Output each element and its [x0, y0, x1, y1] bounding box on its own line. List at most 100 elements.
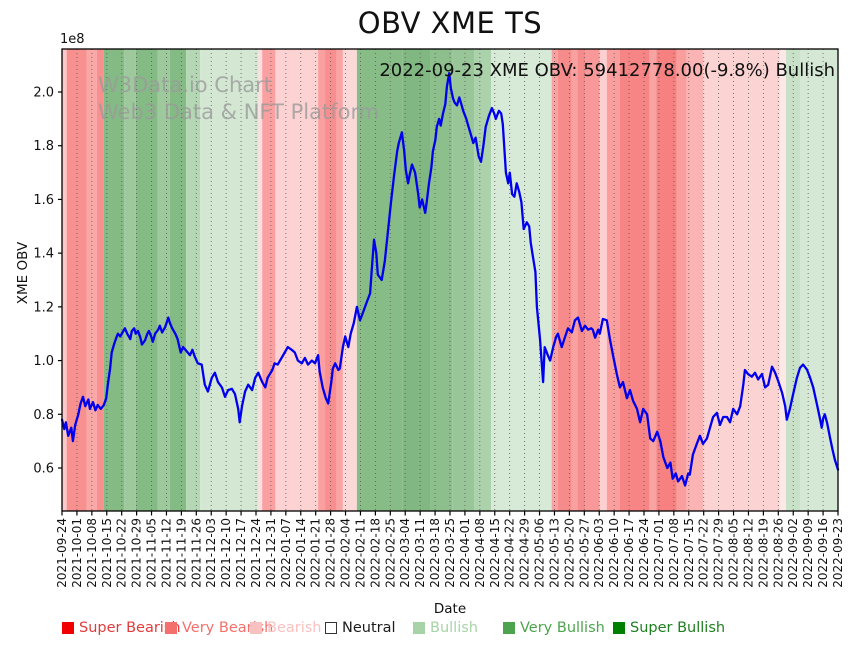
y-tick-label: 0.8: [33, 408, 54, 423]
x-tick-label: 2022-05-20: [562, 518, 576, 588]
obv-line-series: [60, 72, 840, 487]
x-tick-label: 2021-10-01: [70, 518, 84, 588]
y-tick-label: 1.2: [33, 300, 54, 315]
sentiment-band-very_bearish: [262, 49, 276, 511]
sentiment-band-super_bearish: [557, 49, 572, 511]
chart-title: OBV XME TS: [357, 6, 543, 40]
x-tick-label: 2022-07-29: [712, 518, 726, 588]
legend-item-label: Super Bullish: [630, 620, 726, 636]
y-tick-label: 0.6: [33, 462, 54, 477]
x-tick-label: 2022-03-25: [443, 518, 457, 588]
legend-item-label: Super Bearish: [79, 620, 181, 636]
sentiment-band-super_bearish: [619, 49, 650, 511]
x-tick-label: 2021-12-31: [264, 518, 278, 588]
sentiment-band-very_bearish: [585, 49, 600, 511]
x-tick-label: 2021-12-03: [204, 518, 218, 588]
x-tick-label: 2021-12-17: [234, 518, 248, 588]
x-tick-label: 2022-02-04: [339, 518, 353, 588]
sentiment-band-very_bearish: [96, 49, 104, 511]
x-tick-label: 2021-10-29: [130, 518, 144, 588]
legend-swatch-icon: [62, 622, 74, 634]
sentiment-band-very_bearish: [86, 49, 97, 511]
x-tick-label: 2021-10-22: [115, 518, 129, 588]
sentiment-band-bullish: [200, 49, 259, 511]
legend-swatch-icon: [165, 622, 177, 634]
sentiment-band-bullish: [799, 49, 838, 511]
x-tick-label: 2022-08-12: [741, 518, 755, 588]
watermark-line1: W3Data.io Chart: [98, 73, 272, 97]
x-tick-label: 2021-11-12: [159, 518, 173, 588]
x-tick-label: 2022-06-24: [637, 518, 651, 588]
annotation-text: 2022-09-23 XME OBV: 59412778.00(-9.8%) B…: [379, 60, 835, 81]
x-tick-label: 2022-04-29: [518, 518, 532, 588]
x-tick-label: 2022-07-01: [652, 518, 666, 588]
x-tick-label: 2022-07-15: [682, 518, 696, 588]
sentiment-band-very_bullish: [356, 49, 403, 511]
sentiment-band-bullish: [786, 49, 800, 511]
sentiment-band-very_bearish: [325, 49, 337, 511]
sentiment-band-bullish: [491, 49, 552, 511]
legend-item-bullish: Bullish: [413, 620, 478, 636]
x-tick-label: 2021-12-24: [249, 518, 263, 588]
legend-swatch-icon: [413, 622, 425, 634]
x-tick-label: 2022-03-18: [428, 518, 442, 588]
x-tick-label: 2022-06-10: [607, 518, 621, 588]
legend-item-super-bearish: Super Bearish: [62, 620, 181, 636]
legend: Super Bearish Very Bearish Bearish Neutral B…: [0, 620, 853, 642]
legend-swatch-icon: [503, 622, 515, 634]
sentiment-band-very_bullish: [157, 49, 170, 511]
legend-item-neutral: Neutral: [325, 620, 396, 636]
sentiment-band-very_bearish: [676, 49, 687, 511]
x-tick-label: 2022-06-17: [622, 518, 636, 588]
sentiment-band-very_bearish: [606, 49, 620, 511]
sentiment-band-bearish: [258, 49, 263, 511]
sentiment-band-very_bearish: [318, 49, 326, 511]
sentiment-band-very_bullish: [135, 49, 158, 511]
sentiment-band-bearish: [779, 49, 787, 511]
sentiment-band-very_bullish: [124, 49, 136, 511]
legend-item-very-bullish: Very Bullish: [503, 620, 605, 636]
legend-swatch-icon: [613, 622, 625, 634]
y-axis-offset-label: 1e8: [60, 32, 85, 47]
x-tick-label: 2022-08-26: [771, 518, 785, 588]
y-axis-ticks: 0.6 0.8 1.0 1.2 1.4 1.6 1.8 2.0: [33, 86, 62, 477]
sentiment-band-very_bearish: [571, 49, 578, 511]
x-tick-label: 2022-07-08: [667, 518, 681, 588]
x-tick-label: 2021-11-26: [189, 518, 203, 588]
legend-item-bearish: Bearish: [250, 620, 322, 636]
x-tick-label: 2022-04-01: [458, 518, 472, 588]
y-tick-label: 1.4: [33, 247, 54, 262]
x-tick-label: 2022-08-05: [727, 518, 741, 588]
x-tick-label: 2022-07-22: [697, 518, 711, 588]
x-tick-label: 2022-02-25: [383, 518, 397, 588]
x-tick-label: 2022-03-04: [398, 518, 412, 588]
x-tick-label: 2022-09-09: [801, 518, 815, 588]
sentiment-band-bearish: [342, 49, 357, 511]
x-tick-label: 2022-01-28: [324, 518, 338, 588]
x-tick-label: 2021-09-24: [55, 518, 69, 588]
sentiment-band-bullish: [474, 49, 492, 511]
y-tick-label: 1.0: [33, 354, 54, 369]
legend-item-super-bullish: Super Bullish: [613, 620, 725, 636]
x-tick-label: 2021-11-05: [145, 518, 159, 588]
sentiment-bands-layer: [62, 49, 838, 511]
y-tick-label: 1.6: [33, 193, 54, 208]
x-axis-label: Date: [433, 601, 467, 617]
legend-item-label: Bearish: [267, 620, 322, 636]
sentiment-band-super_bullish: [402, 49, 431, 511]
sentiment-band-bearish: [275, 49, 319, 511]
legend-item-label: Bullish: [430, 620, 478, 636]
x-tick-label: 2021-12-10: [219, 518, 233, 588]
legend-item-label: Neutral: [342, 620, 396, 636]
sentiment-band-bearish: [702, 49, 780, 511]
x-tick-label: 2022-09-02: [786, 518, 800, 588]
x-tick-label: 2022-06-03: [592, 518, 606, 588]
x-axis-ticks: 2021-09-24 2021-10-01 2021-10-08 2021-10-15…: [55, 511, 845, 588]
sentiment-band-very_bullish: [169, 49, 187, 511]
sentiment-band-very_bearish: [649, 49, 657, 511]
x-tick-label: 2022-05-27: [577, 518, 591, 588]
x-tick-label: 2022-01-07: [279, 518, 293, 588]
legend-swatch-icon: [325, 622, 337, 634]
x-tick-label: 2022-01-14: [294, 518, 308, 588]
